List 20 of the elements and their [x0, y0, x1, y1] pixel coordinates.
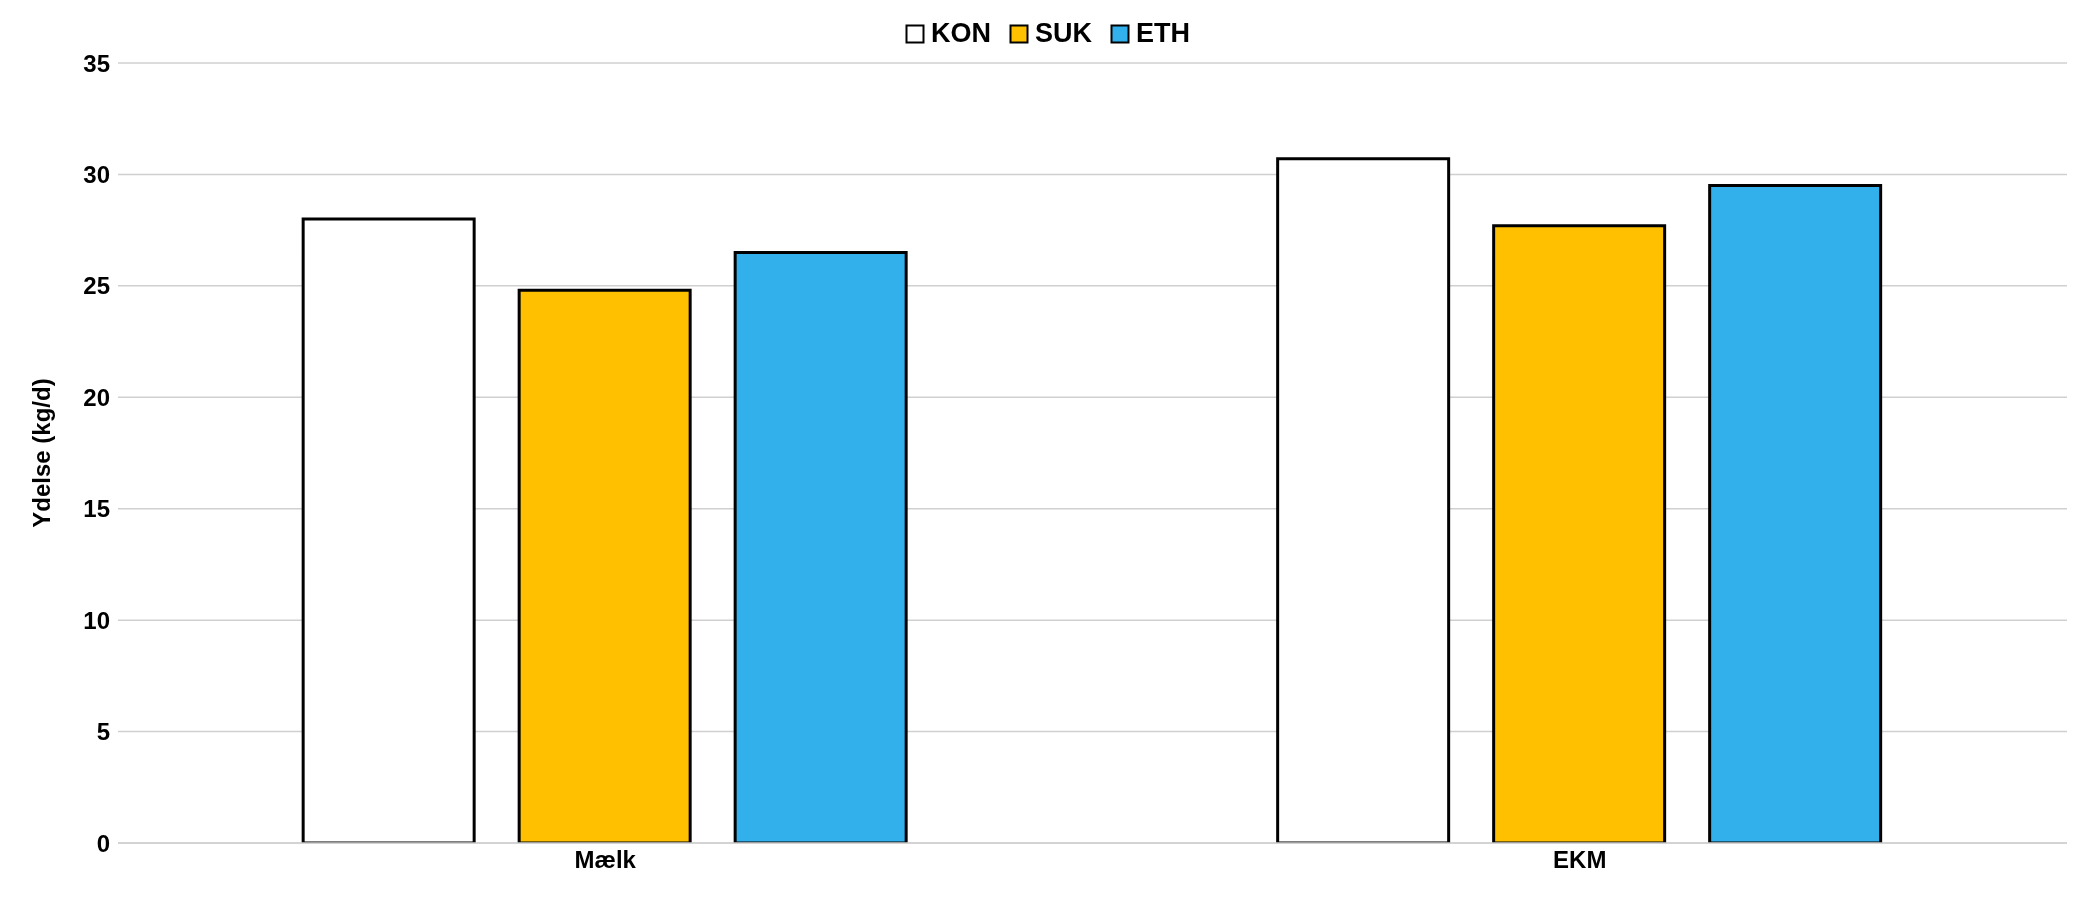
bar — [517, 288, 692, 843]
bar — [301, 217, 476, 843]
y-tick-label: 30 — [83, 160, 110, 188]
y-tick-label: 15 — [83, 495, 110, 523]
y-tick-label: 20 — [83, 383, 110, 411]
x-tick-label: Mælk — [574, 846, 637, 874]
y-tick-label: 5 — [96, 718, 110, 746]
y-tick-label: 25 — [83, 272, 110, 300]
legend-label: KON — [930, 18, 991, 49]
x-tick-label: EKM — [1553, 846, 1607, 874]
y-tick-label: 35 — [83, 49, 110, 77]
bar — [733, 250, 908, 843]
y-tick-label: 10 — [83, 606, 110, 634]
y-tick-label: 0 — [96, 829, 110, 857]
legend-label: SUK — [1034, 18, 1092, 49]
legend-label: ETH — [1136, 18, 1190, 49]
bar — [1708, 184, 1883, 843]
y-axis-title: Ydelse (kg/d) — [27, 378, 55, 528]
bar — [1492, 224, 1667, 843]
bar — [1276, 157, 1451, 843]
